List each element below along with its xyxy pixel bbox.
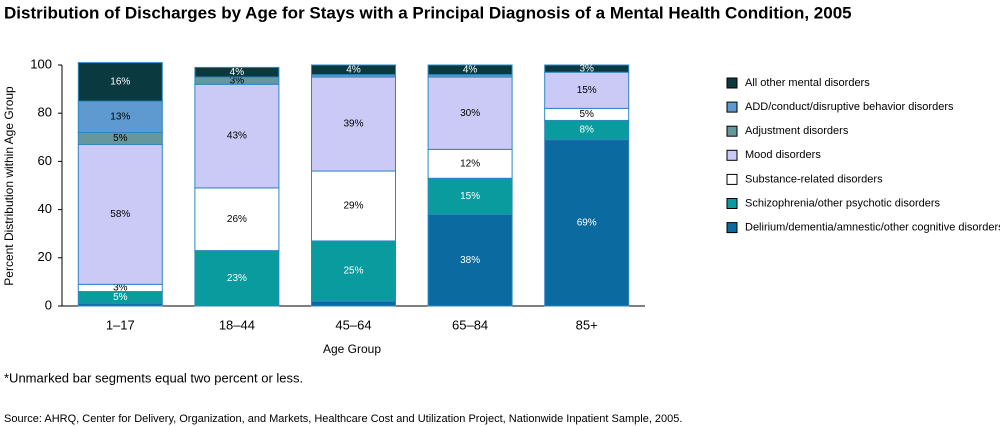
value-label: 5%: [579, 109, 594, 120]
bar-segment: [311, 76, 396, 172]
y-tick-label: 80: [38, 105, 52, 120]
value-label: 16%: [110, 77, 130, 88]
bar-segment: [194, 83, 280, 189]
bar-segment: [427, 64, 513, 76]
bar-segment: [544, 64, 630, 73]
y-tick-label: 100: [30, 56, 52, 71]
value-label: 43%: [227, 131, 247, 142]
value-label: 39%: [343, 119, 363, 130]
chart-title: Distribution of Discharges by Age for St…: [4, 3, 852, 22]
bar-segment: [77, 62, 163, 102]
value-label: 26%: [227, 214, 247, 225]
x-tick-label: 18–44: [219, 317, 255, 332]
y-tick-label: 20: [38, 249, 52, 264]
value-label: 29%: [343, 201, 363, 212]
value-label: 12%: [460, 158, 480, 169]
bar-segment: [311, 300, 396, 307]
value-label: 4%: [230, 67, 245, 78]
y-tick-label: 0: [45, 297, 52, 312]
bar-segment: [194, 250, 280, 307]
y-tick-label: 60: [38, 153, 52, 168]
value-label: 15%: [577, 85, 597, 96]
value-label: 23%: [227, 273, 247, 284]
legend-swatch: [726, 173, 738, 185]
legend-swatch: [726, 125, 738, 137]
value-label: 58%: [110, 209, 130, 220]
value-label: 5%: [113, 292, 128, 303]
legend-swatch: [726, 198, 738, 209]
value-label: 69%: [577, 217, 597, 228]
legend-swatch: [726, 222, 738, 234]
value-label: 3%: [113, 283, 128, 294]
bar-segment: [427, 177, 513, 215]
x-axis-title: Age Group: [323, 342, 381, 356]
x-tick-label: 65–84: [452, 317, 488, 332]
bar-segment: [427, 213, 513, 307]
bar-segment: [427, 76, 513, 150]
legend-label: Delirium/dementia/amnestic/other cogniti…: [745, 222, 1000, 234]
bar-segment: [427, 148, 513, 179]
legend-swatch: [726, 101, 738, 113]
value-label: 3%: [230, 75, 245, 86]
value-label: 8%: [579, 125, 594, 136]
value-label: 38%: [460, 255, 480, 266]
value-label: 4%: [346, 64, 361, 75]
bar-segment: [544, 71, 630, 109]
x-tick-label: 1–17: [106, 317, 135, 332]
legend-swatch: [726, 149, 738, 161]
value-label: 30%: [460, 108, 480, 119]
y-axis-title: Percent Distribution within Age Group: [2, 86, 16, 286]
value-label: 4%: [463, 64, 478, 75]
value-label: 13%: [110, 111, 130, 122]
footnote: *Unmarked bar segments equal two percent…: [4, 370, 303, 385]
value-label: 15%: [460, 191, 480, 202]
bar-segment: [311, 64, 396, 76]
legend-label: All other mental disorders: [745, 77, 870, 89]
legend-label: Adjustment disorders: [745, 125, 849, 137]
bar-segment: [194, 66, 280, 78]
legend-label: Mood disorders: [745, 149, 821, 161]
legend-label: ADD/conduct/disruptive behavior disorder…: [745, 101, 954, 113]
legend-label: Schizophrenia/other psychotic disorders: [745, 197, 941, 209]
x-tick-label: 45–64: [335, 317, 371, 332]
legend-swatch: [726, 77, 738, 89]
legend-label: Substance-related disorders: [745, 173, 883, 185]
bar-segment: [311, 240, 396, 302]
value-label: 25%: [343, 266, 363, 277]
bar-segment: [77, 144, 163, 285]
value-label: 5%: [113, 133, 128, 144]
bar-segment: [544, 139, 630, 307]
bar-segment: [311, 170, 396, 242]
source: Source: AHRQ, Center for Delivery, Organ…: [4, 413, 682, 425]
value-label: 3%: [579, 63, 594, 74]
x-tick-label: 85+: [576, 317, 598, 332]
bar-segment: [77, 100, 163, 133]
y-tick-label: 40: [38, 201, 52, 216]
